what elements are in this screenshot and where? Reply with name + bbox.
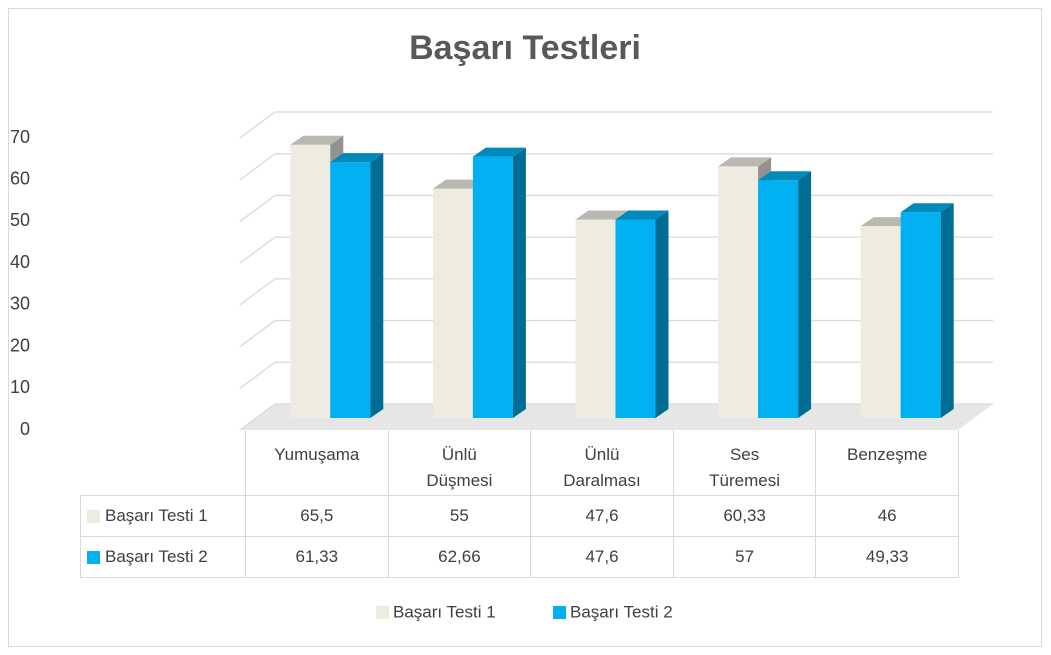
table-value: 61,33 [245,536,389,578]
y-tick-label: 50 [10,210,30,230]
bar-side [655,210,669,418]
series-name: Başarı Testi 2 [105,547,208,566]
bar [330,153,384,418]
legend-label: Başarı Testi 2 [570,602,673,621]
bar-side [370,153,384,418]
grid-line [239,153,993,181]
series-cell: Başarı Testi 2 [80,536,246,578]
table-value: 47,6 [530,495,674,537]
legend-key [376,606,389,619]
legend-key [87,550,100,564]
category-cell: Ünlü Düşmesi [387,430,532,496]
bar-front [290,144,331,418]
table-value: 57 [672,536,817,578]
table-value: 55 [387,495,532,537]
table-value: 62,66 [387,536,532,578]
bar-front [718,166,759,418]
bar-top [758,171,812,181]
bar-side [940,203,954,418]
legend-label: Başarı Testi 1 [393,602,496,621]
bar-side [798,171,812,418]
grid-line [239,111,993,139]
table-value: 60,33 [672,495,817,537]
bar-front [758,180,799,418]
category-cell: Benzeşme [815,430,959,496]
table-value: 47,6 [530,536,674,578]
bar-front [432,188,473,418]
bar-top [330,153,384,163]
y-tick-label: 0 [20,419,30,439]
bar-front [575,219,616,418]
chart-title: Başarı Testleri [409,29,641,67]
bar-top [290,135,344,145]
bar [615,210,669,418]
category-cell: Ünlü Daralması [530,430,674,496]
bar-front [472,156,513,418]
category-cell: Ses Türemesi [672,430,817,496]
y-tick-label: 70 [10,127,30,147]
y-tick-label: 30 [10,294,30,314]
bar-front [900,212,941,418]
bar-top [575,210,629,220]
y-tick-label: 20 [10,335,30,355]
category-cell: Yumuşama [245,430,389,496]
table-value: 46 [815,495,959,537]
bar-front [615,219,656,418]
bar-front [330,162,371,418]
y-tick-label: 10 [10,377,30,397]
bar [900,203,954,418]
y-tick-label: 40 [10,252,30,272]
table-value: 49,33 [815,536,959,578]
table-value: 65,5 [245,495,389,537]
bar [758,171,812,418]
series-name: Başarı Testi 1 [105,506,208,525]
bar-top [432,179,486,189]
bar [472,147,526,418]
bar-side [512,147,526,418]
bar-top [472,147,526,157]
bar-top [718,157,772,167]
bar-top [900,203,954,213]
bar-front [860,226,901,418]
legend-key [87,509,100,523]
series-cell: Başarı Testi 1 [80,495,246,537]
bar-top [615,210,669,220]
legend-key [553,606,566,619]
y-tick-label: 60 [10,168,30,188]
bar-top [860,217,914,227]
